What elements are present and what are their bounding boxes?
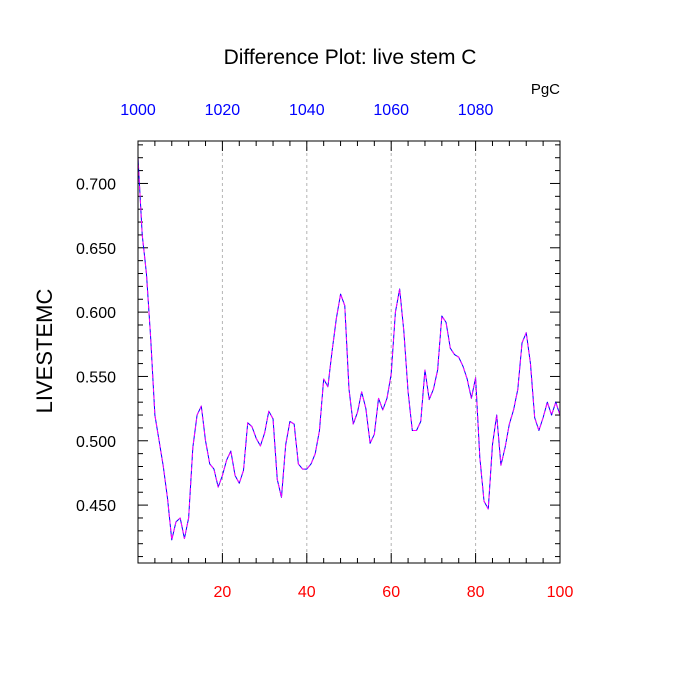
x-bottom-tick-label: 20 bbox=[214, 584, 232, 601]
x-top-tick-label: 1000 bbox=[120, 102, 156, 119]
units-label: PgC bbox=[531, 81, 560, 98]
x-top-tick-label: 1040 bbox=[289, 102, 325, 119]
x-top-tick-label: 1060 bbox=[373, 102, 409, 119]
x-bottom-tick-label: 60 bbox=[382, 584, 400, 601]
x-bottom-tick-label: 40 bbox=[298, 584, 316, 601]
y-tick-label: 0.450 bbox=[76, 498, 116, 515]
series-line-dash bbox=[137, 157, 561, 541]
series-layer bbox=[137, 157, 561, 541]
x-top-tick-label: 1020 bbox=[205, 102, 241, 119]
y-tick-label: 0.550 bbox=[76, 369, 116, 386]
chart-title: Difference Plot: live stem C bbox=[224, 46, 477, 69]
x-bottom-tick-label: 100 bbox=[547, 584, 574, 601]
grid-lines bbox=[221, 141, 477, 563]
y-tick-label: 0.700 bbox=[76, 176, 116, 193]
y-axis-label: LIVESTEMC bbox=[32, 289, 57, 414]
axis-ticks bbox=[137, 141, 561, 563]
y-tick-label: 0.500 bbox=[76, 434, 116, 451]
x-top-tick-label: 1080 bbox=[458, 102, 494, 119]
plot-frame bbox=[137, 140, 561, 564]
tick-labels: 0.450 0.500 0.550 0.600 0.650 0.700 20 40 60 80 10… bbox=[76, 102, 573, 601]
y-tick-label: 0.650 bbox=[76, 241, 116, 258]
x-bottom-tick-label: 80 bbox=[467, 584, 485, 601]
y-tick-label: 0.600 bbox=[76, 305, 116, 322]
